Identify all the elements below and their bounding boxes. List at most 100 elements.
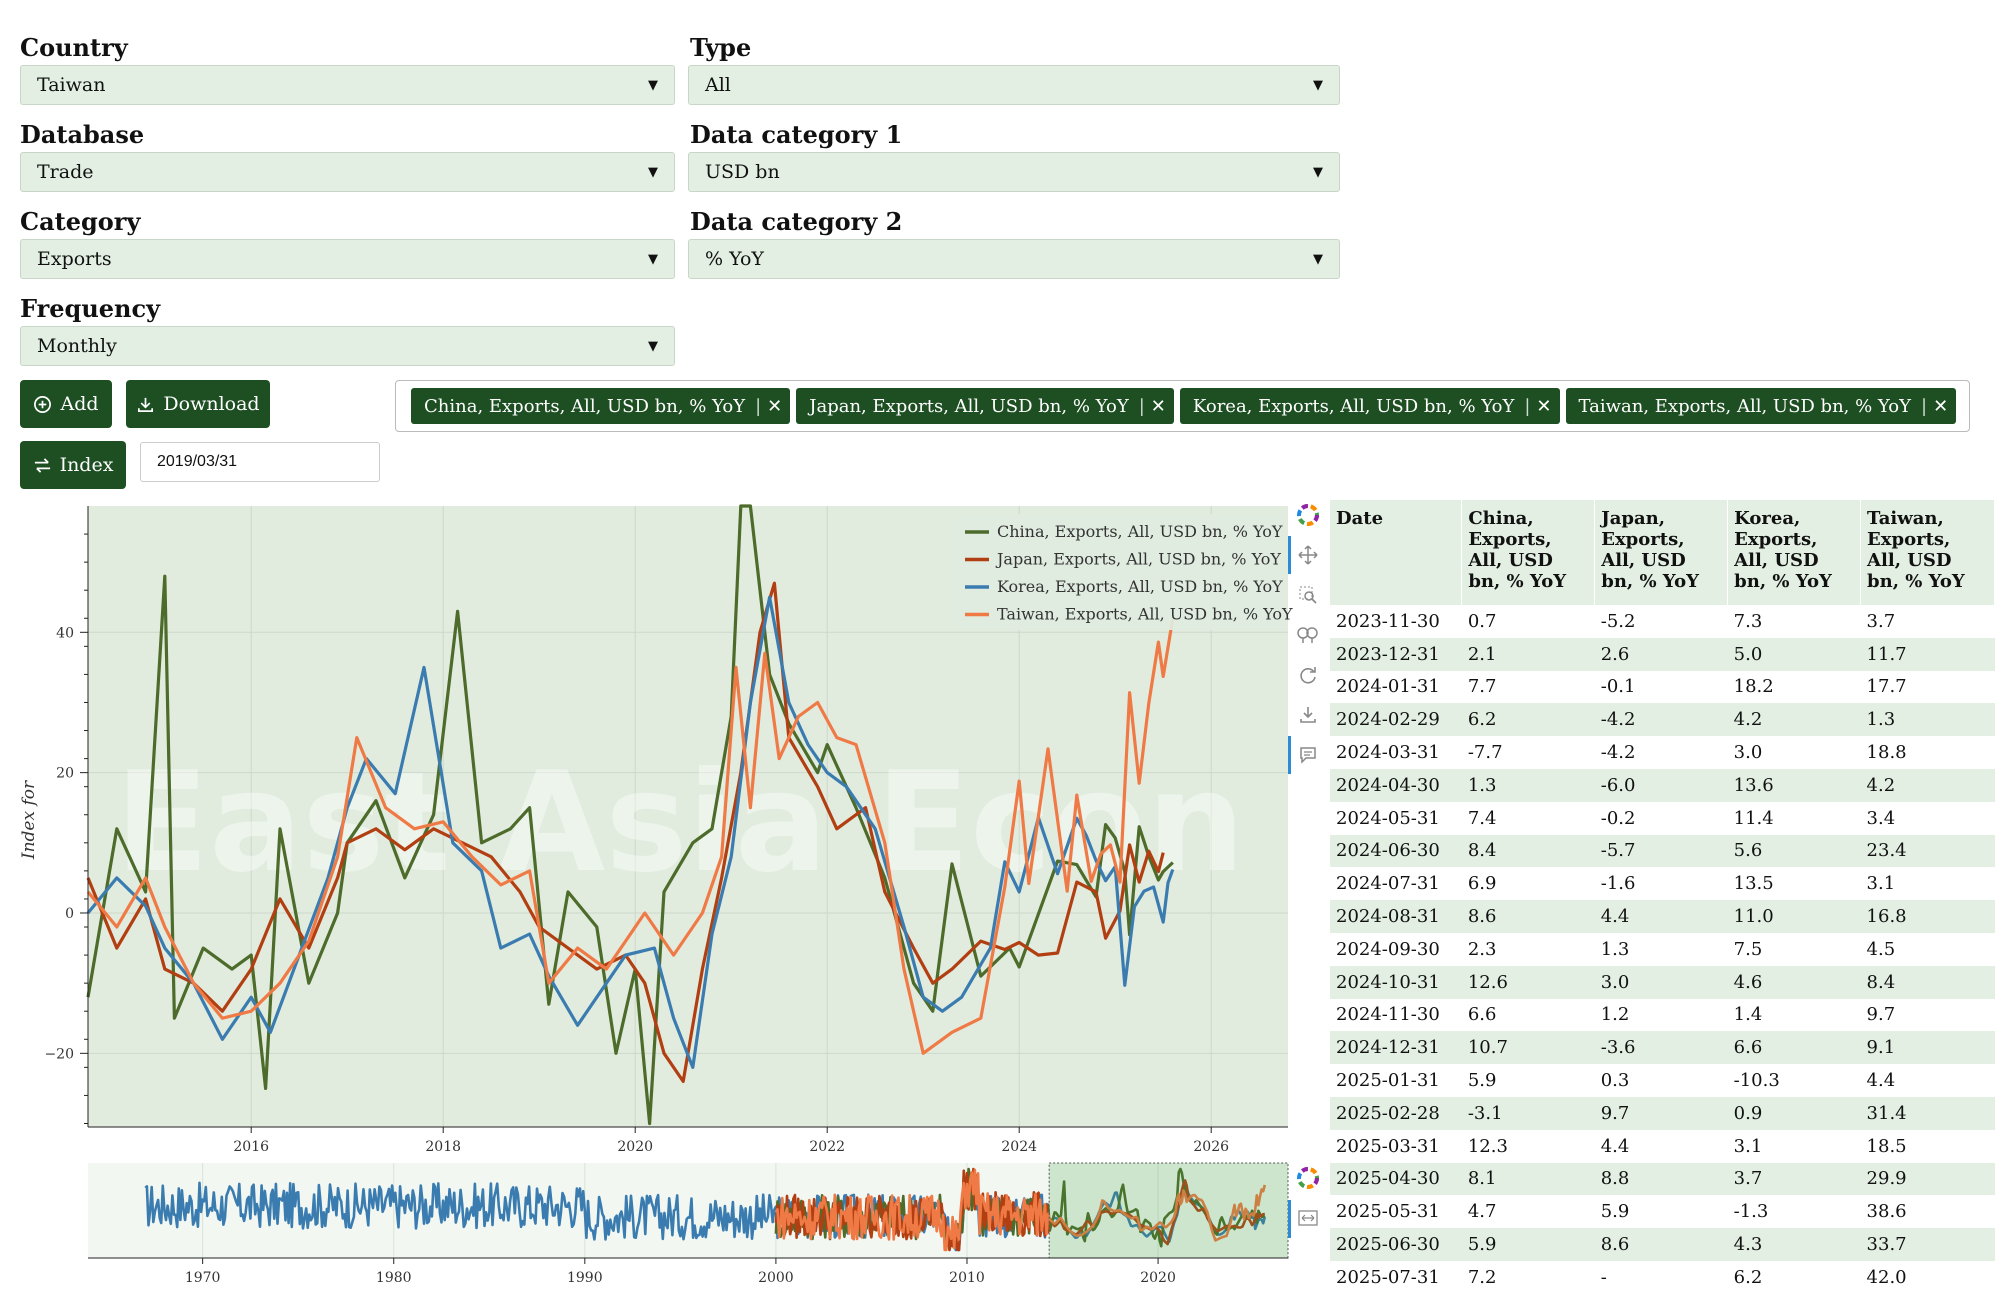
- close-icon[interactable]: ✕: [767, 395, 783, 417]
- table-row: 2024-11-30 6.6 1.2 1.4 9.7: [1330, 999, 1995, 1032]
- chevron-down-icon: ▼: [648, 338, 658, 354]
- y-tick-label: −20: [44, 1046, 74, 1062]
- table-cell-value: 3.0: [1594, 965, 1728, 999]
- table-header[interactable]: Japan, Exports, All, USD bn, % YoY: [1594, 500, 1729, 605]
- box-zoom-icon[interactable]: [1293, 580, 1323, 610]
- x-tick-label: 2020: [617, 1139, 653, 1155]
- download-button[interactable]: Download: [126, 380, 270, 428]
- logo-icon[interactable]: [1293, 500, 1323, 530]
- table-cell-value: 12.6: [1461, 965, 1595, 999]
- table-cell-value: 1.3: [1461, 768, 1595, 802]
- series-tag[interactable]: Korea, Exports, All, USD bn, % YoY | ✕: [1179, 388, 1560, 424]
- table-cell-date: 2025-07-31: [1336, 1266, 1440, 1288]
- table-cell-value: 18.5: [1866, 1135, 1907, 1157]
- download-icon: [138, 397, 154, 412]
- table-cell-value: 18.2: [1733, 676, 1774, 698]
- table-cell-value: 6.2: [1461, 703, 1595, 737]
- data-category-1-select[interactable]: USD bn ▼: [688, 152, 1340, 192]
- hover-icon[interactable]: [1293, 740, 1323, 770]
- table-cell-value: -: [1600, 1266, 1607, 1288]
- table-row: 2023-11-30 0.7 -5.2 7.3 3.7: [1330, 605, 1995, 638]
- table-cell-value: -1.3: [1733, 1201, 1769, 1223]
- data-category-2-select[interactable]: % YoY ▼: [688, 239, 1340, 279]
- table-row: 2025-07-31 7.2 - 6.2 42.0: [1330, 1261, 1995, 1294]
- table-row: 2025-02-28 -3.1 9.7 0.9 31.4: [1330, 1096, 1995, 1130]
- type-value: All: [705, 74, 731, 96]
- table-cell-date: 2024-08-31: [1330, 900, 1462, 933]
- table-row: 2025-03-31 12.3 4.4 3.1 18.5: [1330, 1130, 1995, 1163]
- data-table-container[interactable]: Date China, Exports, All, USD bn, % YoY …: [1330, 500, 1995, 1297]
- table-cell-date: 2024-10-31: [1330, 965, 1462, 999]
- table-cell-value: 7.3: [1733, 610, 1763, 632]
- table-cell-value: -5.2: [1600, 610, 1636, 632]
- index-date-input[interactable]: 2019/03/31: [140, 442, 380, 482]
- save-icon[interactable]: [1293, 700, 1323, 730]
- table-cell-value: 8.1: [1461, 1162, 1595, 1196]
- table-cell-value: 33.7: [1860, 1228, 1995, 1261]
- database-select[interactable]: Trade ▼: [20, 152, 675, 192]
- table-header[interactable]: Date: [1330, 500, 1463, 605]
- table-cell-value: -4.2: [1600, 742, 1636, 764]
- table-cell-value: 1.2: [1600, 1004, 1630, 1026]
- table-row: 2024-10-31 12.6 3.0 4.6 8.4: [1330, 965, 1995, 999]
- table-header[interactable]: Taiwan, Exports, All, USD bn, % YoY: [1860, 500, 1995, 605]
- series-tag-input[interactable]: China, Exports, All, USD bn, % YoY | ✕ Jap…: [395, 380, 1970, 432]
- table-cell-date: 2023-11-30: [1336, 610, 1440, 632]
- legend-box: [955, 514, 1283, 630]
- category-select[interactable]: Exports ▼: [20, 239, 675, 279]
- table-cell-value: 6.9: [1467, 873, 1497, 895]
- table-cell-value: 3.1: [1866, 873, 1896, 895]
- close-icon[interactable]: ✕: [1933, 395, 1949, 417]
- table-row: 2023-12-31 2.1 2.6 5.0 11.7: [1330, 637, 1995, 671]
- reset-icon[interactable]: [1293, 660, 1323, 690]
- table-cell-value: 3.4: [1866, 807, 1896, 829]
- index-button-label: Index: [59, 454, 114, 476]
- series-tag[interactable]: Japan, Exports, All, USD bn, % YoY | ✕: [796, 388, 1174, 424]
- close-icon[interactable]: ✕: [1536, 395, 1552, 417]
- table-cell-value: 31.4: [1860, 1096, 1995, 1130]
- table-cell-value: 4.7: [1467, 1201, 1497, 1223]
- legend-label: Taiwan, Exports, All, USD bn, % YoY: [997, 605, 1293, 624]
- wheel-zoom-icon[interactable]: [1293, 620, 1323, 650]
- series-tag-label: China, Exports, All, USD bn, % YoY: [424, 395, 746, 417]
- frequency-select[interactable]: Monthly ▼: [20, 326, 675, 366]
- table-header[interactable]: Korea, Exports, All, USD bn, % YoY: [1727, 500, 1862, 605]
- pan-icon[interactable]: [1293, 540, 1323, 570]
- table-row: 2024-03-31 -7.7 -4.2 3.0 18.8: [1330, 736, 1995, 769]
- table-cell-value: 6.6: [1727, 1031, 1861, 1065]
- x-tick-label: 2018: [425, 1139, 461, 1155]
- table-header[interactable]: China, Exports, All, USD bn, % YoY: [1461, 500, 1596, 605]
- logo-icon[interactable]: [1293, 1163, 1323, 1193]
- table-cell-value: 4.5: [1866, 938, 1896, 960]
- table-cell-value: -3.1: [1461, 1096, 1595, 1130]
- data-category-2-value: % YoY: [705, 248, 764, 270]
- table-cell-value: 1.3: [1860, 703, 1995, 737]
- series-tag[interactable]: Taiwan, Exports, All, USD bn, % YoY | ✕: [1565, 388, 1957, 424]
- table-row: 2024-01-31 7.7 -0.1 18.2 17.7: [1330, 671, 1995, 704]
- table-cell-value: -3.6: [1594, 1031, 1728, 1065]
- table-cell-value: 16.8: [1860, 900, 1995, 933]
- add-button[interactable]: Add: [20, 380, 112, 428]
- table-cell-value: 4.2: [1860, 768, 1995, 802]
- table-cell-value: 4.3: [1727, 1228, 1861, 1261]
- series-tag-label: Japan, Exports, All, USD bn, % YoY: [809, 395, 1129, 417]
- type-select[interactable]: All ▼: [688, 65, 1340, 105]
- country-select[interactable]: Taiwan ▼: [20, 65, 675, 105]
- series-tag[interactable]: China, Exports, All, USD bn, % YoY | ✕: [411, 388, 791, 424]
- navigator-x-tick-label: 2000: [758, 1270, 794, 1286]
- table-cell-value: 5.9: [1461, 1228, 1595, 1261]
- table-cell-value: 3.1: [1733, 1135, 1763, 1157]
- table-cell-value: 3.7: [1727, 1162, 1861, 1196]
- chart-area: East Asia Econ −20 0 20 40 2016 2018 2020 2022 2…: [0, 500, 1320, 1300]
- navigator-series-line-3: [774, 1168, 1267, 1252]
- chevron-down-icon: ▼: [1313, 164, 1323, 180]
- close-icon[interactable]: ✕: [1150, 395, 1166, 417]
- table-header-row: Date China, Exports, All, USD bn, % YoY …: [1330, 500, 1995, 605]
- range-tool-icon[interactable]: [1293, 1203, 1323, 1233]
- legend-label: Japan, Exports, All, USD bn, % YoY: [995, 550, 1281, 569]
- data-category-1-value: USD bn: [705, 161, 780, 183]
- index-button[interactable]: Index: [20, 441, 126, 489]
- table-cell-value: 42.0: [1866, 1266, 1907, 1288]
- table-cell-value: 4.4: [1594, 900, 1728, 933]
